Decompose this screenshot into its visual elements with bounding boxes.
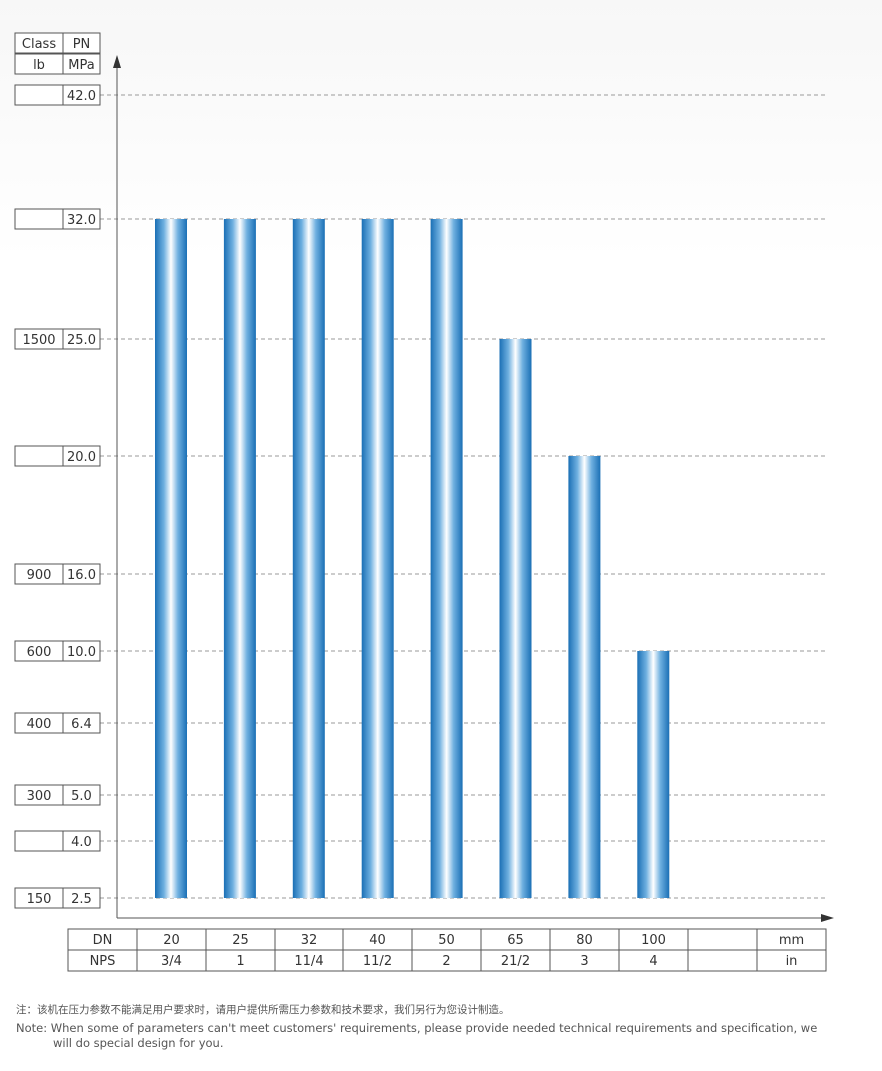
y-level-2.5: 150 2.5 [14, 887, 101, 909]
x-dn-header: DN [93, 933, 113, 948]
bar-32 [292, 219, 325, 898]
y-level-6.4: 400 6.4 [14, 712, 101, 734]
y-header-names-right-cell [62, 32, 101, 54]
y-pn-cell [62, 712, 101, 734]
y-pn-cell [62, 208, 101, 230]
note-english-line1: Note: When some of parameters can't meet… [16, 1021, 818, 1035]
y-class-cell [14, 830, 64, 852]
y-header-names: Class PN [14, 32, 101, 54]
y-level-16.0: 900 16.0 [14, 563, 101, 585]
axes [113, 55, 834, 922]
y-class-label: 150 [27, 892, 52, 907]
y-level-32.0: 32.0 [14, 208, 101, 230]
y-class-label: 600 [27, 645, 52, 660]
x-nps-label: 11/2 [363, 954, 392, 969]
y-level-5.0: 300 5.0 [14, 784, 101, 806]
bar-65 [499, 339, 532, 898]
note-english-line2: will do special design for you. [53, 1036, 224, 1050]
y-pn-cell [62, 563, 101, 585]
bar-100 [637, 651, 670, 898]
y-pn-cell [62, 84, 101, 106]
y-level-20.0: 20.0 [14, 445, 101, 467]
bar-25 [223, 219, 256, 898]
y-pn-label: 16.0 [67, 568, 96, 583]
y-class-label: 300 [27, 789, 52, 804]
x-nps-label: 3/4 [161, 954, 182, 969]
y-header-units: lb MPa [14, 53, 101, 75]
x-dn-label: 100 [641, 933, 666, 948]
x-dn-label: 40 [369, 933, 386, 948]
y-pn-label: 20.0 [67, 450, 96, 465]
x-dn-label: 32 [301, 933, 318, 948]
x-nps-unit: in [786, 954, 798, 969]
y-pn-label: 4.0 [71, 835, 92, 850]
y-class-cell [14, 208, 64, 230]
y-pn-label: 10.0 [67, 645, 96, 660]
y-pn-label: 6.4 [71, 717, 92, 732]
y-class-label: 400 [27, 717, 52, 732]
y-header-units-right-label: MPa [68, 58, 94, 73]
y-pn-cell [62, 328, 101, 350]
y-pn-cell [62, 887, 101, 909]
y-class-cell [14, 84, 64, 106]
x-nps-header: NPS [90, 954, 116, 969]
y-pn-label: 32.0 [67, 213, 96, 228]
y-pn-label: 42.0 [67, 89, 96, 104]
y-level-10.0: 600 10.0 [14, 640, 101, 662]
y-pn-cell [62, 830, 101, 852]
bar-20 [155, 219, 187, 898]
y-axis-arrow [113, 55, 121, 68]
y-header-names-right-label: PN [73, 37, 91, 52]
x-nps-label: 1 [236, 954, 244, 969]
x-nps-label: 21/2 [501, 954, 530, 969]
y-class-cell [14, 445, 64, 467]
y-header-units-right-cell [62, 53, 101, 75]
x-nps-label: 11/4 [294, 954, 323, 969]
x-nps-label: 2 [442, 954, 450, 969]
note-english: Note: When some of parameters can't meet… [16, 1021, 866, 1051]
bar-80 [568, 456, 601, 898]
x-dn-label: 80 [576, 933, 593, 948]
x-dn-unit: mm [779, 933, 804, 948]
y-pn-cell [62, 445, 101, 467]
bar-40 [361, 219, 394, 898]
y-pn-label: 5.0 [71, 789, 92, 804]
y-level-4.0: 4.0 [14, 830, 101, 852]
x-nps-label: 3 [580, 954, 588, 969]
gridlines [100, 94, 826, 899]
x-axis-table: DN 20 25 32 40 50 65 80 100 mm NPS 3/4 1 11/4 11/2 2 21/… [67, 928, 827, 972]
x-dn-label: 65 [507, 933, 524, 948]
y-pn-cell [62, 784, 101, 806]
y-level-42.0: 42.0 [14, 84, 101, 106]
y-header-names-left-label: Class [22, 37, 56, 52]
y-axis-labels: Class PN lb MPa 42.0 32.0 1500 25.0 20.0 900 16.0 6… [14, 32, 101, 909]
x-dn-label: 50 [438, 933, 455, 948]
x-dn-label: 20 [163, 933, 180, 948]
x-dn-label: 25 [232, 933, 249, 948]
y-pn-label: 2.5 [71, 892, 92, 907]
x-nps-label: 4 [649, 954, 657, 969]
bar-50 [430, 219, 463, 898]
y-pn-cell [62, 640, 101, 662]
x-axis-arrow [821, 914, 834, 922]
bars [155, 219, 670, 898]
note-chinese: 注：该机在压力参数不能满足用户要求时，请用户提供所需压力参数和技术要求，我们另行… [16, 1004, 510, 1016]
y-level-25.0: 1500 25.0 [14, 328, 101, 350]
y-pn-label: 25.0 [67, 333, 96, 348]
y-class-label: 1500 [22, 333, 55, 348]
y-header-units-left-label: lb [33, 58, 45, 73]
y-class-label: 900 [27, 568, 52, 583]
